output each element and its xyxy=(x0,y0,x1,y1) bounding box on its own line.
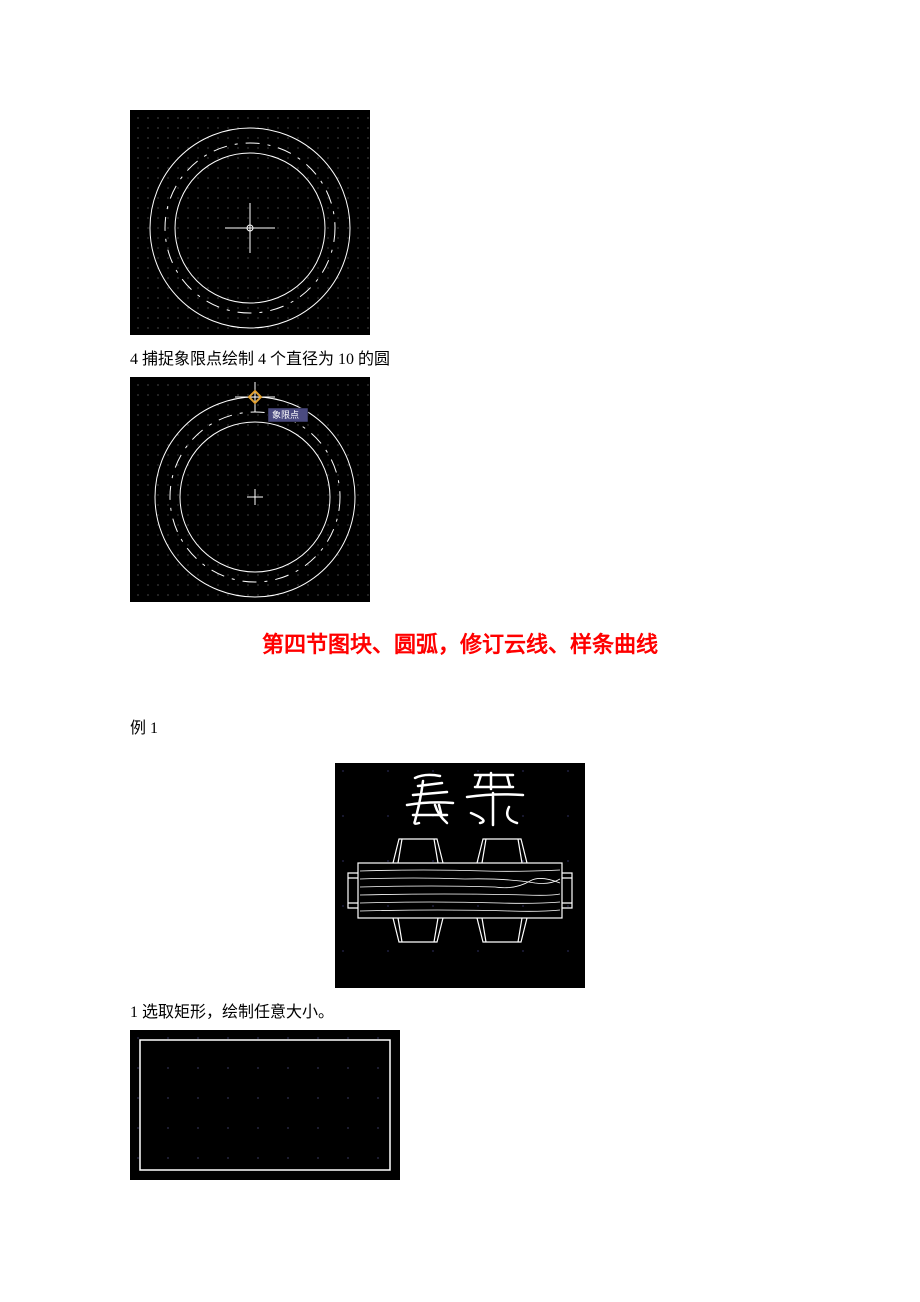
cad-diagram-table xyxy=(335,763,585,988)
example-label: 例 1 xyxy=(130,714,790,738)
cad-diagram-rectangle xyxy=(130,1030,400,1180)
grid-dots xyxy=(342,770,568,951)
section-heading: 第四节图块、圆弧，修订云线、样条曲线 xyxy=(130,627,790,659)
grid-dots xyxy=(137,1037,378,1158)
table-drawing xyxy=(348,839,572,942)
diagram-caption-2: 1 选取矩形，绘制任意大小。 xyxy=(130,998,790,1022)
grid-dots xyxy=(137,384,368,595)
cad-diagram-concentric-2: 象限点 xyxy=(130,377,370,602)
diagram-caption-1: 4 捕捉象限点绘制 4 个直径为 10 的圆 xyxy=(130,345,790,369)
title-chars-icon xyxy=(407,773,523,825)
grid-dots xyxy=(137,117,368,328)
snap-tooltip-text: 象限点 xyxy=(272,409,299,420)
cad-diagram-concentric-1 xyxy=(130,110,370,335)
